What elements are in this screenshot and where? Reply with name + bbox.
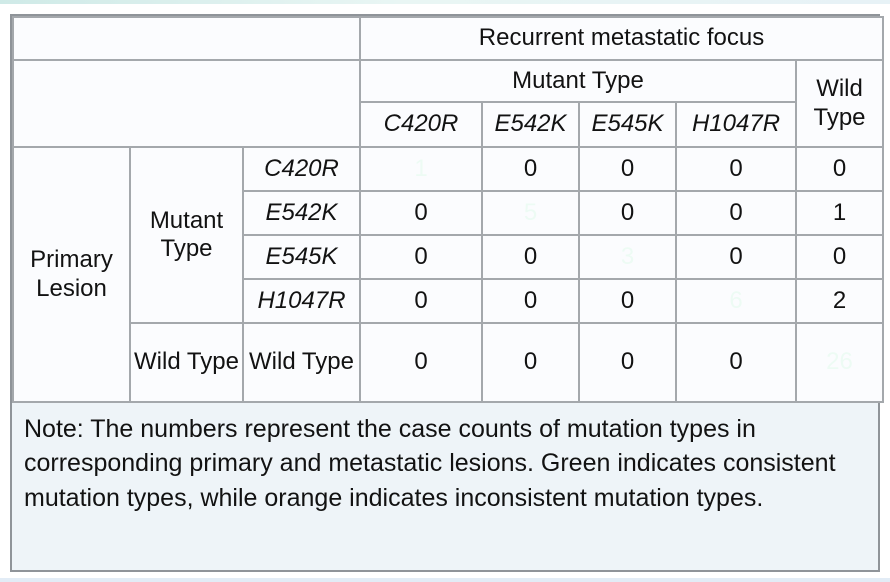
matrix-cell: 0 — [794, 234, 885, 280]
matrix-cell: 0 — [481, 278, 580, 324]
matrix-cell: 26 — [794, 322, 885, 403]
row-group-mutant-type: Mutant Type — [129, 146, 244, 324]
matrix-cell: 0 — [794, 146, 885, 192]
table-note: Note: The numbers represent the case cou… — [12, 403, 878, 515]
matrix-cell: 0 — [578, 146, 677, 192]
bottom-accent-strip — [0, 578, 890, 582]
matrix-cell: 0 — [481, 322, 580, 403]
top-accent-strip — [0, 0, 890, 4]
row-label-wild-type: Wild Type — [242, 322, 361, 403]
matrix-cell: 0 — [578, 190, 677, 236]
empty-corner-cell — [12, 16, 361, 61]
col-group-wild-type: Wild Type — [794, 59, 885, 148]
col-label-h1047r: H1047R — [675, 101, 797, 148]
matrix-cell: 0 — [675, 190, 797, 236]
row-group-wild-type: Wild Type — [129, 322, 244, 403]
row-label-e545k: E545K — [242, 234, 361, 280]
matrix-cell: 0 — [675, 322, 797, 403]
col-header-recurrent-metastatic-focus: Recurrent metastatic focus — [358, 16, 885, 61]
matrix-cell: 6 — [675, 278, 797, 324]
matrix-cell: 2 — [794, 278, 885, 324]
col-label-e542k: E542K — [481, 101, 580, 148]
row-label-h1047r: H1047R — [242, 278, 361, 324]
col-label-e545k: E545K — [578, 101, 677, 148]
matrix-cell: 1 — [359, 146, 483, 192]
matrix-cell: 0 — [481, 234, 580, 280]
matrix-cell: 1 — [794, 190, 885, 236]
matrix-cell: 0 — [481, 146, 580, 192]
row-label-e542k: E542K — [242, 190, 361, 236]
matrix-cell: 5 — [481, 190, 580, 236]
matrix-cell: 0 — [359, 278, 483, 324]
matrix-cell: 0 — [578, 278, 677, 324]
matrix-cell: 0 — [675, 146, 797, 192]
row-label-c420r: C420R — [242, 146, 361, 192]
matrix-cell: 0 — [359, 322, 483, 403]
matrix-cell: 0 — [578, 322, 677, 403]
empty-corner-cell — [12, 59, 361, 148]
col-group-mutant-type: Mutant Type — [359, 59, 797, 103]
matrix-cell: 3 — [578, 234, 677, 280]
matrix-cell: 0 — [359, 190, 483, 236]
matrix-cell: 0 — [675, 234, 797, 280]
matrix-cell: 0 — [359, 234, 483, 280]
row-header-primary-lesion: Primary Lesion — [12, 146, 131, 403]
mutation-concordance-table: Recurrent metastatic focus Mutant Type W… — [12, 16, 885, 403]
col-label-c420r: C420R — [359, 101, 483, 148]
figure-panel: Recurrent metastatic focus Mutant Type W… — [10, 14, 885, 572]
